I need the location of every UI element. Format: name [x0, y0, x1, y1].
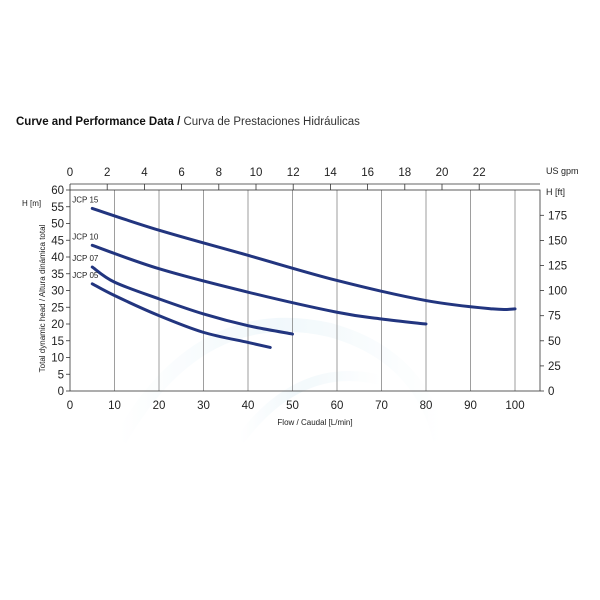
y-tick-label: 25 — [51, 302, 64, 314]
y-tick-label: 15 — [51, 336, 64, 348]
top-tick-label: 12 — [287, 167, 300, 179]
y-tick-label: 60 — [51, 185, 64, 197]
top-tick-label: 14 — [324, 167, 337, 179]
series-label-jcp-10: JCP 10 — [72, 232, 99, 241]
y-tick-label: 40 — [51, 252, 64, 264]
top-tick-label: 6 — [178, 167, 184, 179]
series-label-jcp-07: JCP 07 — [72, 254, 99, 263]
heading-secondary: Curva de Prestaciones Hidráulicas — [183, 116, 360, 128]
heading-main: Curve and Performance Data — [16, 116, 174, 128]
x-tick-label: 60 — [331, 400, 344, 412]
y-tick-label: 0 — [58, 386, 64, 398]
y-tick-label: 10 — [51, 353, 64, 365]
x-tick-label: 80 — [420, 400, 433, 412]
top-tick-label: 4 — [141, 167, 148, 179]
right-axis-unit: H [ft] — [546, 187, 565, 197]
axis-labels: 0 10 20 30 40 50 60 70 80 90 100051015202530354045… — [22, 166, 579, 427]
right-tick-label: 75 — [548, 311, 561, 323]
x-tick-label: 100 — [505, 400, 524, 412]
right-tick-label: 150 — [548, 235, 567, 247]
right-tick-label: 25 — [548, 361, 561, 373]
x-tick-label: 20 — [153, 400, 166, 412]
y-tick-label: 45 — [51, 235, 64, 247]
x-tick-label: 40 — [242, 400, 255, 412]
top-tick-label: 20 — [436, 167, 449, 179]
top-tick-label: 16 — [361, 167, 374, 179]
grid — [114, 190, 516, 391]
right-tick-label: 0 — [548, 386, 554, 398]
x-tick-label: 30 — [197, 400, 210, 412]
right-tick-label: 50 — [548, 336, 561, 348]
series-line-jcp-07 — [90, 265, 294, 336]
x-tick-label: 0 — [67, 400, 73, 412]
top-tick-label: 0 — [67, 167, 73, 179]
series-label-jcp-05: JCP 05 — [72, 271, 99, 280]
right-tick-label: 125 — [548, 261, 567, 273]
y-tick-label: 30 — [51, 286, 64, 298]
series-label-jcp-15: JCP 15 — [72, 195, 99, 204]
series — [90, 206, 517, 349]
top-tick-label: 8 — [216, 167, 222, 179]
right-tick-label: 175 — [548, 210, 567, 222]
x-axis-title: Flow / Caudal [L/min] — [277, 418, 352, 427]
series-line-jcp-05 — [90, 282, 272, 349]
y-tick-label: 50 — [51, 219, 64, 231]
series-line-jcp-10 — [90, 243, 428, 326]
top-axis-unit: US gpm — [546, 166, 579, 176]
x-tick-label: 70 — [375, 400, 388, 412]
y-tick-label: 55 — [51, 202, 64, 214]
right-tick-label: 100 — [548, 286, 567, 298]
top-tick-label: 2 — [104, 167, 110, 179]
x-tick-label: 50 — [286, 400, 299, 412]
background-swoosh — [113, 317, 447, 444]
axes — [66, 183, 544, 392]
top-tick-label: 10 — [250, 167, 263, 179]
y-tick-label: 5 — [58, 369, 64, 381]
heading-separator: / — [177, 116, 181, 128]
top-tick-label: 18 — [398, 167, 411, 179]
plot-frame — [69, 189, 541, 392]
y-tick-label: 20 — [51, 319, 64, 331]
y-axis-title: Total dynamic head / Altura dinámica tot… — [38, 224, 47, 372]
x-tick-label: 10 — [108, 400, 121, 412]
left-axis-unit: H [m] — [22, 199, 41, 208]
x-tick-label: 90 — [464, 400, 477, 412]
top-tick-label: 22 — [473, 167, 486, 179]
series-line-jcp-15 — [90, 206, 517, 312]
y-tick-label: 35 — [51, 269, 64, 281]
chart-heading: Curve and Performance Data / Curva de Pr… — [16, 116, 360, 128]
